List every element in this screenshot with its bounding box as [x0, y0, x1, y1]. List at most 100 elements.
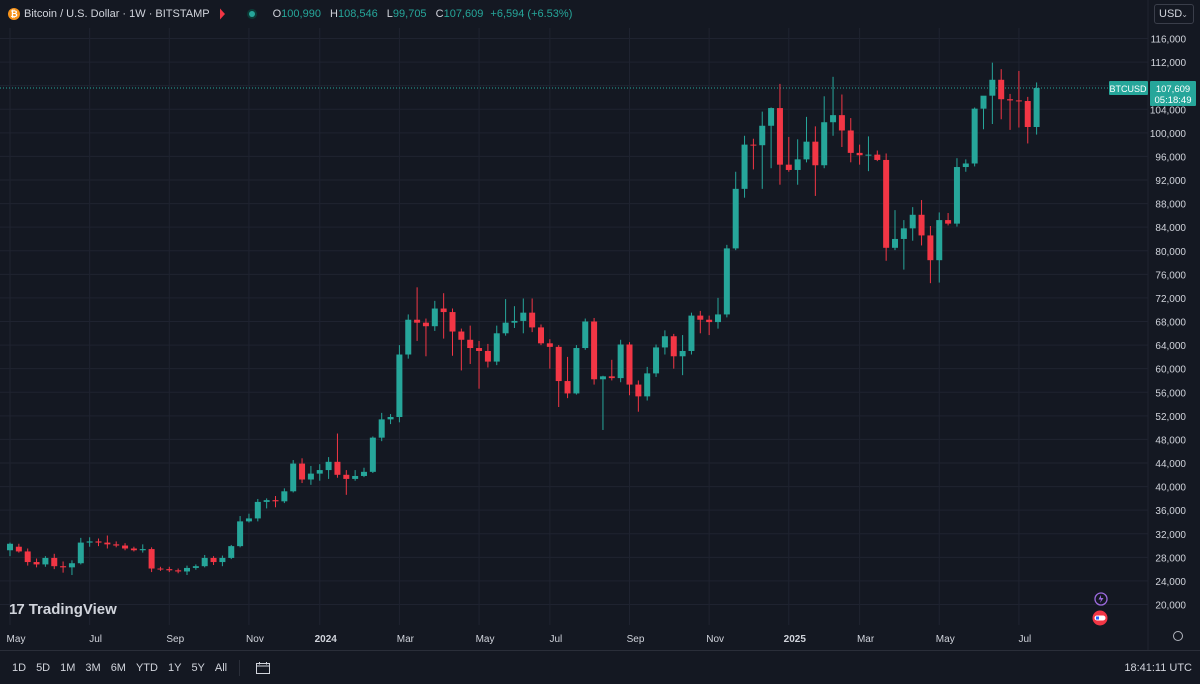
candle-body	[361, 471, 367, 476]
candle-body	[104, 542, 111, 545]
y-tick-label: 92,000	[1155, 176, 1186, 187]
candle	[1015, 70, 1022, 128]
candle-body	[77, 542, 84, 564]
candle	[706, 315, 713, 336]
calendar-icon[interactable]	[256, 661, 271, 674]
candle	[307, 465, 314, 485]
candle-body	[962, 163, 969, 168]
candle	[962, 159, 969, 172]
candle	[1024, 96, 1031, 144]
candle-body	[493, 333, 500, 362]
candle-body	[184, 567, 190, 572]
candle-body	[900, 228, 907, 239]
y-tick-label: 28,000	[1155, 553, 1186, 564]
range-5d[interactable]: 5D	[36, 661, 51, 674]
candle-body	[60, 566, 67, 568]
range-5y[interactable]: 5Y	[191, 661, 205, 674]
y-tick-label: 72,000	[1155, 294, 1186, 305]
range-3m[interactable]: 3M	[85, 661, 101, 674]
candle	[290, 460, 297, 493]
candle-body	[325, 461, 332, 471]
market-status-icon[interactable]	[246, 9, 257, 19]
candle	[325, 457, 332, 479]
ohlc-open-value: 100,990	[281, 8, 321, 20]
candle	[998, 69, 1005, 120]
candle	[591, 317, 598, 385]
candle-body	[148, 549, 155, 569]
candle	[175, 568, 182, 574]
settings-gear-icon[interactable]	[1173, 631, 1183, 641]
y-tick-label: 64,000	[1155, 341, 1186, 352]
candle	[113, 541, 120, 548]
candle	[245, 513, 252, 523]
candle-body	[228, 546, 235, 558]
bitcoin-icon: ₿	[8, 8, 20, 20]
candle-body	[865, 154, 872, 156]
currency-select[interactable]: USD ⌄	[1154, 4, 1194, 24]
candle-body	[458, 331, 465, 340]
candle	[316, 464, 323, 481]
price-chart[interactable]: 20,000 24,000 28,000 32,000 36,000 40,000 44,0…	[0, 0, 1200, 650]
ohlc-close-value: 107,609	[443, 8, 484, 20]
candle-body	[24, 551, 31, 563]
range-ytd[interactable]: YTD	[135, 661, 158, 674]
candle	[511, 306, 518, 328]
range-6m[interactable]: 6M	[110, 661, 126, 674]
y-tick-label: 56,000	[1155, 388, 1186, 399]
candle-body	[644, 373, 651, 397]
candle	[405, 314, 412, 359]
candle-body	[290, 463, 297, 492]
y-tick-label: 68,000	[1155, 318, 1186, 329]
candle-body	[653, 347, 660, 374]
candle	[688, 312, 695, 355]
candle	[414, 287, 421, 341]
candle-body	[130, 548, 137, 551]
candle-body	[688, 315, 695, 351]
candle	[254, 498, 261, 522]
range-all[interactable]: All	[214, 661, 228, 674]
chevron-down-icon: ⌄	[1181, 10, 1188, 19]
candle-body	[856, 152, 863, 156]
candle	[378, 412, 385, 442]
candle	[529, 298, 536, 333]
ohlc-low-key: L	[386, 8, 393, 20]
x-tick-label: Sep	[627, 634, 645, 645]
candle	[122, 543, 129, 551]
range-1m[interactable]: 1M	[60, 661, 76, 674]
tradingview-logo[interactable]: 17 TradingView	[9, 601, 117, 618]
candle	[272, 496, 279, 508]
candle-body	[555, 346, 562, 382]
symbol-tag-bg	[1109, 80, 1148, 95]
symbol-title[interactable]: Bitcoin / U.S. Dollar · 1W · BITSTAMP	[24, 8, 210, 20]
flag-icon[interactable]	[219, 8, 225, 20]
candle	[573, 345, 580, 395]
candle	[723, 244, 730, 318]
candle-body	[405, 319, 412, 355]
tradingview-logo-text: TradingView	[28, 601, 117, 618]
candle-body	[476, 348, 483, 351]
candle	[555, 345, 562, 407]
candle-body	[192, 566, 199, 568]
candle-body	[608, 376, 615, 379]
candle-body	[768, 108, 775, 126]
y-tick-label: 104,000	[1150, 105, 1187, 116]
range-1d[interactable]: 1D	[12, 661, 27, 674]
candle	[865, 136, 872, 172]
candle	[157, 566, 164, 571]
candle-body	[440, 308, 447, 313]
candle	[1007, 93, 1014, 130]
candle	[263, 498, 270, 509]
y-tick-label: 44,000	[1155, 459, 1186, 470]
candle-body	[599, 376, 606, 380]
candle	[776, 83, 783, 185]
candle	[953, 158, 960, 227]
x-tick-label: May	[936, 634, 955, 645]
candle	[741, 135, 748, 198]
candle-body	[422, 322, 429, 327]
candle	[821, 96, 828, 169]
range-1y[interactable]: 1Y	[167, 661, 182, 674]
utc-clock[interactable]: 18:41:11 UTC	[1124, 661, 1192, 674]
candle-body	[821, 122, 828, 166]
candle	[299, 458, 306, 484]
candle	[422, 318, 429, 357]
